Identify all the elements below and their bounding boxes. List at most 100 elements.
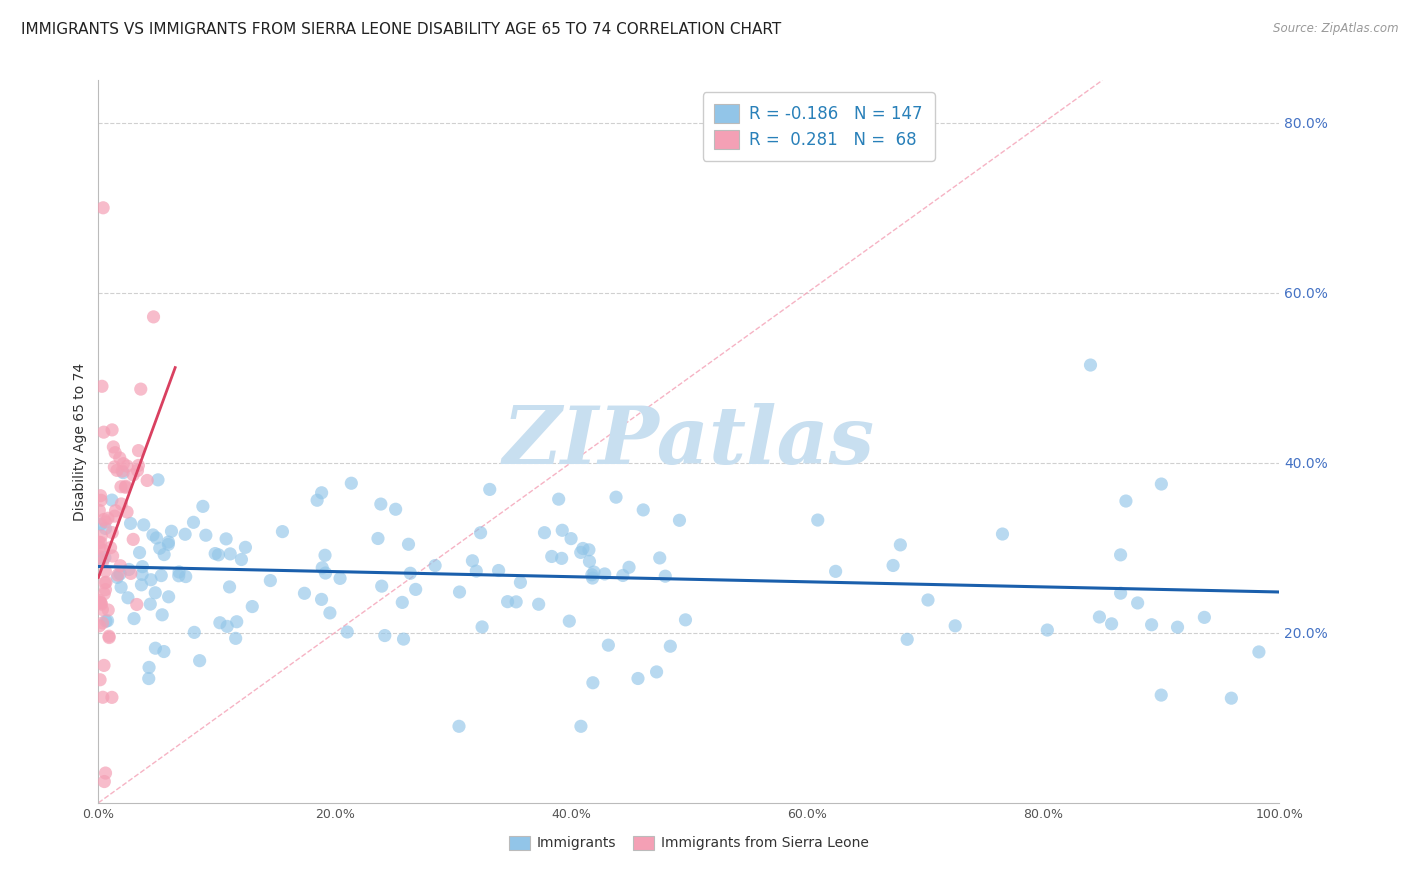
Point xyxy=(98,631,121,645)
Point xyxy=(1036,623,1059,637)
Point xyxy=(142,528,165,542)
Point xyxy=(527,597,550,611)
Point xyxy=(194,528,217,542)
Point xyxy=(648,550,671,565)
Point xyxy=(90,535,112,549)
Point xyxy=(1115,494,1137,508)
Point xyxy=(93,774,115,789)
Point xyxy=(89,503,111,517)
Point xyxy=(235,541,257,555)
Point xyxy=(225,632,247,646)
Point xyxy=(94,575,117,590)
Point xyxy=(114,479,136,493)
Point xyxy=(218,580,240,594)
Point xyxy=(101,423,124,437)
Point xyxy=(108,450,131,465)
Point xyxy=(314,549,336,563)
Point xyxy=(105,463,128,477)
Point xyxy=(89,619,111,633)
Point xyxy=(207,548,229,562)
Point xyxy=(101,493,124,508)
Point xyxy=(593,566,616,581)
Point xyxy=(1126,596,1149,610)
Point xyxy=(167,565,190,579)
Point xyxy=(627,672,650,686)
Point xyxy=(108,566,131,581)
Point xyxy=(449,585,471,599)
Point xyxy=(157,537,180,551)
Point xyxy=(215,532,238,546)
Point xyxy=(139,597,162,611)
Point xyxy=(188,654,211,668)
Point xyxy=(217,619,239,633)
Point xyxy=(114,480,136,494)
Point xyxy=(259,574,281,588)
Point xyxy=(551,523,574,537)
Point xyxy=(505,595,527,609)
Point xyxy=(509,575,531,590)
Text: IMMIGRANTS VS IMMIGRANTS FROM SIERRA LEONE DISABILITY AGE 65 TO 74 CORRELATION C: IMMIGRANTS VS IMMIGRANTS FROM SIERRA LEO… xyxy=(21,22,782,37)
Point xyxy=(89,593,111,607)
Point xyxy=(1150,688,1173,702)
Point xyxy=(392,632,415,646)
Point xyxy=(89,541,111,555)
Point xyxy=(91,615,114,630)
Point xyxy=(89,549,111,564)
Point xyxy=(91,379,114,393)
Point xyxy=(569,719,592,733)
Point xyxy=(470,525,492,540)
Point xyxy=(107,568,129,582)
Point xyxy=(150,607,173,622)
Point xyxy=(550,551,572,566)
Point xyxy=(204,547,226,561)
Point xyxy=(93,543,115,558)
Point xyxy=(125,598,148,612)
Point xyxy=(122,612,145,626)
Point xyxy=(384,502,406,516)
Text: ZIPatlas: ZIPatlas xyxy=(503,403,875,480)
Point xyxy=(311,485,333,500)
Point xyxy=(132,517,155,532)
Point xyxy=(654,569,676,583)
Point xyxy=(191,500,214,514)
Point xyxy=(110,480,132,494)
Point xyxy=(90,597,112,611)
Point xyxy=(93,658,115,673)
Point xyxy=(115,458,138,473)
Point xyxy=(183,516,205,530)
Point xyxy=(117,591,139,605)
Point xyxy=(1109,586,1132,600)
Point xyxy=(1088,610,1111,624)
Point xyxy=(582,675,605,690)
Point xyxy=(110,580,132,594)
Point xyxy=(471,620,494,634)
Point xyxy=(617,560,640,574)
Point xyxy=(101,690,124,705)
Point xyxy=(89,552,111,566)
Point xyxy=(128,545,150,559)
Point xyxy=(129,382,152,396)
Point xyxy=(104,509,127,524)
Y-axis label: Disability Age 65 to 74: Disability Age 65 to 74 xyxy=(73,362,87,521)
Point xyxy=(461,554,484,568)
Point xyxy=(90,493,112,508)
Point xyxy=(391,595,413,609)
Point xyxy=(145,641,167,656)
Point xyxy=(917,593,939,607)
Point xyxy=(122,533,145,547)
Point xyxy=(149,541,172,556)
Point xyxy=(582,565,605,579)
Point xyxy=(90,529,112,543)
Point xyxy=(101,525,124,540)
Point xyxy=(89,489,111,503)
Point xyxy=(146,473,169,487)
Point xyxy=(89,596,111,610)
Point xyxy=(100,541,122,555)
Point xyxy=(374,629,396,643)
Point xyxy=(1150,477,1173,491)
Point xyxy=(240,599,263,614)
Point xyxy=(659,639,682,653)
Text: Source: ZipAtlas.com: Source: ZipAtlas.com xyxy=(1274,22,1399,36)
Point xyxy=(231,552,253,566)
Point xyxy=(1140,617,1163,632)
